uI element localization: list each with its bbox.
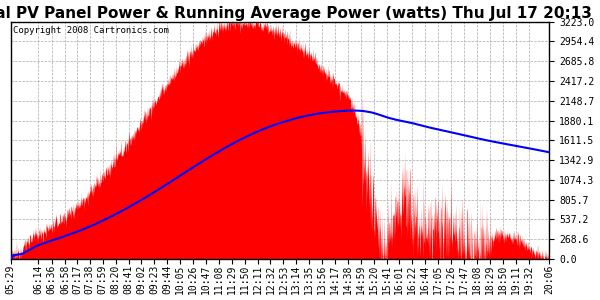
- Text: Copyright 2008 Cartronics.com: Copyright 2008 Cartronics.com: [13, 26, 169, 35]
- Title: Total PV Panel Power & Running Average Power (watts) Thu Jul 17 20:13: Total PV Panel Power & Running Average P…: [0, 6, 592, 21]
